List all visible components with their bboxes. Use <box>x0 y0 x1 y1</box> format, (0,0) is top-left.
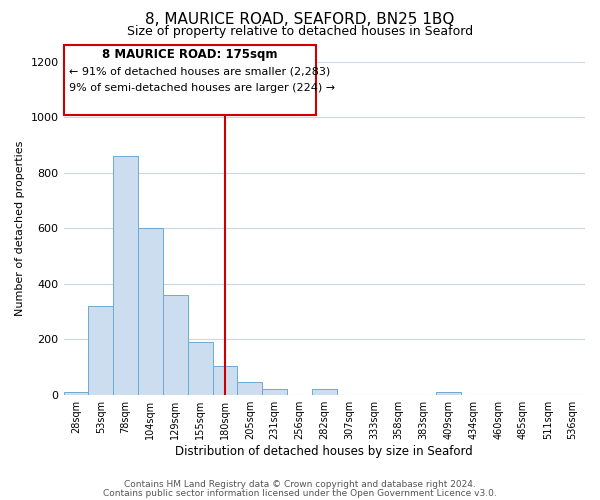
Bar <box>188 342 212 394</box>
Y-axis label: Number of detached properties: Number of detached properties <box>15 140 25 316</box>
Bar <box>212 366 238 394</box>
Text: 8 MAURICE ROAD: 175sqm: 8 MAURICE ROAD: 175sqm <box>102 48 278 62</box>
Bar <box>262 389 287 394</box>
Text: Size of property relative to detached houses in Seaford: Size of property relative to detached ho… <box>127 25 473 38</box>
Bar <box>138 228 163 394</box>
X-axis label: Distribution of detached houses by size in Seaford: Distribution of detached houses by size … <box>175 444 473 458</box>
Text: 8, MAURICE ROAD, SEAFORD, BN25 1BQ: 8, MAURICE ROAD, SEAFORD, BN25 1BQ <box>145 12 455 28</box>
Text: Contains public sector information licensed under the Open Government Licence v3: Contains public sector information licen… <box>103 489 497 498</box>
Bar <box>88 306 113 394</box>
Bar <box>113 156 138 394</box>
Bar <box>436 392 461 394</box>
Bar <box>163 295 188 394</box>
Text: 9% of semi-detached houses are larger (224) →: 9% of semi-detached houses are larger (2… <box>69 84 335 94</box>
Text: ← 91% of detached houses are smaller (2,283): ← 91% of detached houses are smaller (2,… <box>69 66 330 76</box>
FancyBboxPatch shape <box>64 45 316 115</box>
Bar <box>312 389 337 394</box>
Bar <box>64 392 88 394</box>
Text: Contains HM Land Registry data © Crown copyright and database right 2024.: Contains HM Land Registry data © Crown c… <box>124 480 476 489</box>
Bar <box>238 382 262 394</box>
